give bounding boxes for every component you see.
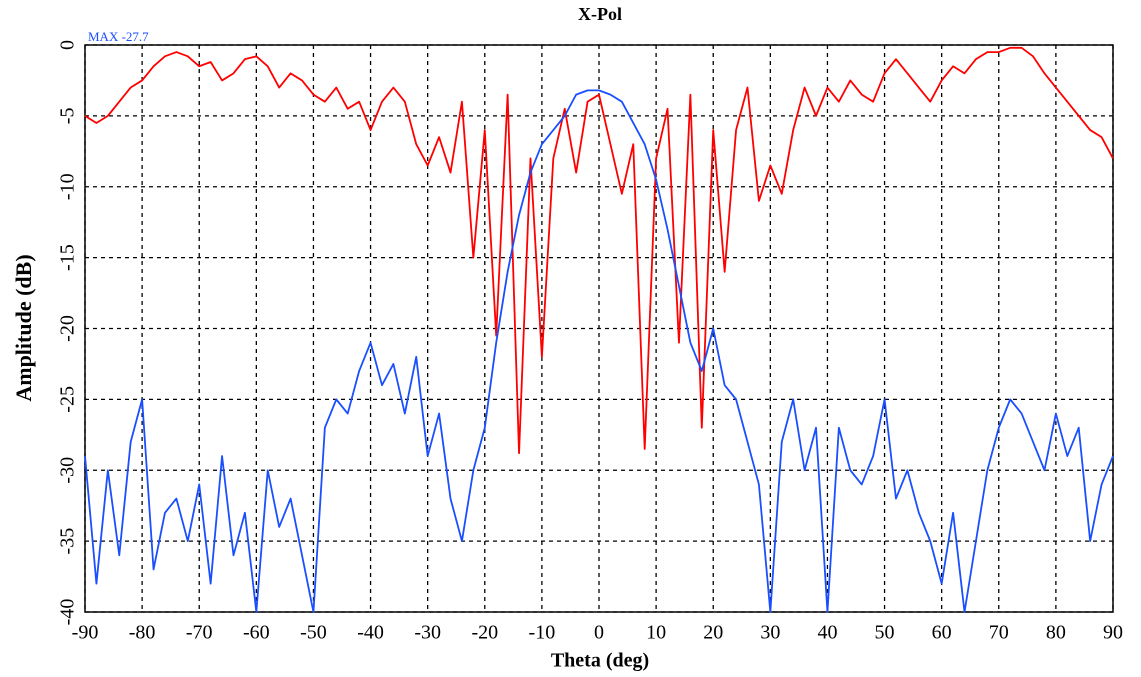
x-tick-label: -40 (357, 622, 384, 644)
y-tick-label: 0 (57, 40, 79, 50)
x-tick-label: -20 (471, 622, 498, 644)
y-tick-label: -5 (57, 108, 79, 125)
data-line (84, 89, 1114, 613)
y-tick-label: -40 (57, 599, 79, 626)
x-tick-label: 90 (1103, 622, 1123, 644)
x-tick-label: -50 (300, 622, 327, 644)
x-tick-label: -70 (186, 622, 213, 644)
x-tick-label: 70 (989, 622, 1009, 644)
x-tick-label: 60 (932, 622, 952, 644)
y-tick-label: -20 (57, 315, 79, 342)
x-tick-label: 80 (1046, 622, 1066, 644)
x-tick-label: 30 (760, 622, 780, 644)
y-tick-label: -30 (57, 457, 79, 484)
x-tick-label: 50 (875, 622, 895, 644)
x-tick-label: 0 (594, 622, 604, 644)
chart-title: X-Pol (578, 4, 622, 24)
plot-frame (84, 44, 1114, 613)
x-tick-label: 40 (817, 622, 837, 644)
y-tick-label: -25 (57, 386, 79, 413)
x-tick-label: 20 (703, 622, 723, 644)
x-tick-label: -90 (72, 622, 99, 644)
y-tick-label: -10 (57, 173, 79, 200)
annotation: MAX -27.7 (88, 29, 149, 44)
y-tick-label: -15 (57, 244, 79, 271)
x-tick-label: -30 (414, 622, 441, 644)
x-axis-title: Theta (deg) (551, 650, 649, 672)
y-axis-title: Amplitude (dB) (11, 254, 36, 401)
data-line (84, 46, 1114, 455)
x-tick-label: -80 (129, 622, 156, 644)
x-tick-label: 10 (646, 622, 666, 644)
x-tick-label: -10 (529, 622, 556, 644)
x-tick-label: -60 (243, 622, 270, 644)
y-tick-label: -35 (57, 528, 79, 555)
